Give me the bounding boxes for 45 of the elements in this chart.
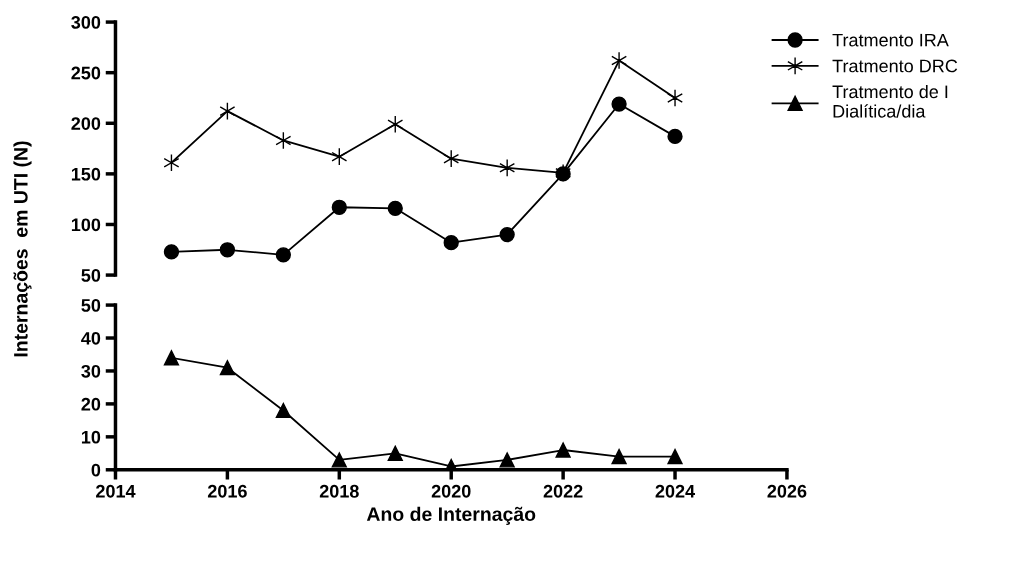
x-tick-label: 2026 <box>767 484 807 498</box>
y-tick-label: 40 <box>81 331 101 345</box>
y-tick-label: 200 <box>71 117 101 130</box>
legend-label: Tratmento de I Dialítica/dia <box>832 84 948 118</box>
x-axis-title: Ano de Internação <box>366 506 536 525</box>
y-tick-label: 150 <box>71 167 101 181</box>
point <box>499 452 515 468</box>
point <box>275 247 291 263</box>
y-tick-label: 250 <box>71 66 101 80</box>
point <box>331 199 347 215</box>
y-tick-label: 100 <box>71 218 101 232</box>
y-tick-label: 20 <box>81 397 101 411</box>
x-tick-label: 2014 <box>96 484 136 498</box>
point <box>555 442 571 458</box>
point <box>275 402 291 419</box>
point <box>443 235 459 251</box>
point <box>667 128 683 145</box>
point <box>163 350 180 366</box>
point <box>387 445 403 461</box>
x-tick-label: 2024 <box>655 484 696 498</box>
x-tick-label: 2020 <box>431 484 471 498</box>
point <box>219 360 236 376</box>
x-tick-label: 2016 <box>207 484 247 498</box>
y-tick-label: 50 <box>81 269 101 282</box>
x-tick-label: 2018 <box>319 484 359 498</box>
point <box>219 242 236 258</box>
y-tick-label: 50 <box>81 299 101 312</box>
point <box>163 244 180 260</box>
y-tick-label: 300 <box>71 16 101 29</box>
point <box>387 200 403 216</box>
point <box>611 96 627 112</box>
point <box>667 88 683 108</box>
legend-label: Tratmento DRC <box>832 59 958 73</box>
y-axis-title: Internações em UTI (N) <box>13 141 32 357</box>
point <box>499 226 515 243</box>
point <box>331 452 347 468</box>
y-tick-label: 10 <box>81 430 101 444</box>
point <box>667 448 683 465</box>
point <box>611 448 627 465</box>
y-tick-label: 0 <box>91 463 101 477</box>
x-tick-label: 2022 <box>543 484 583 498</box>
point <box>611 51 627 70</box>
point <box>499 158 516 177</box>
legend-label: Tratmento IRA <box>832 33 949 47</box>
y-tick-label: 30 <box>81 364 101 378</box>
